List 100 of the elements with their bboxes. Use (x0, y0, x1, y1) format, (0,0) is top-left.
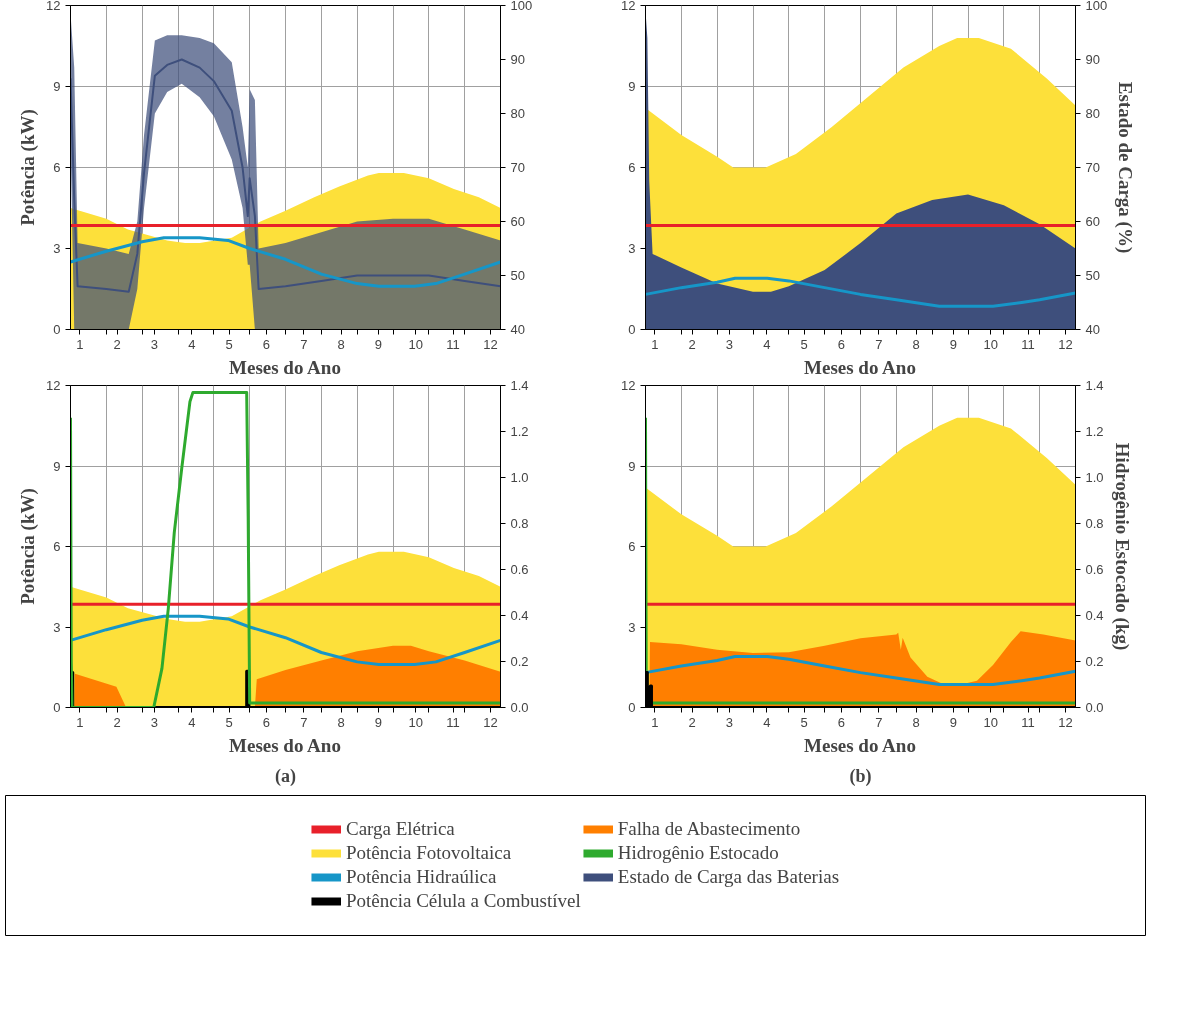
x-tick-label: 4 (188, 714, 196, 730)
y2-tick-label: 0.6 (510, 562, 529, 577)
y-tick-label: 6 (628, 160, 636, 175)
text: (a) (275, 765, 297, 787)
x-tick-label: 3 (725, 336, 734, 352)
x-tick-label: 2 (688, 336, 696, 352)
x-tick-label: 10 (408, 336, 424, 352)
x-tick-label: 2 (688, 714, 696, 730)
x-tick-label: 12 (483, 714, 498, 730)
y-tick-label: 12 (621, 378, 636, 393)
y2-tick-label: 0.2 (510, 654, 529, 669)
y2-tick-label: 60 (510, 214, 525, 229)
y-tick-label: 9 (628, 79, 636, 94)
x-tick-label: 10 (408, 714, 424, 730)
x-tick-label: 4 (763, 336, 771, 352)
legend-label: Estado de Carga das Baterias (617, 866, 840, 888)
x-tick-label: 2 (113, 336, 121, 352)
x-tick-label: 6 (837, 336, 846, 352)
y2-tick-label: 1.4 (1085, 378, 1104, 393)
y2-tick-label: 100 (510, 0, 533, 13)
y-tick-label: 3 (628, 619, 636, 635)
y2-tick-label: 1.2 (510, 424, 529, 439)
x-tick-label: 5 (225, 336, 233, 352)
x-tick-label: 8 (337, 336, 345, 352)
y2-tick-label: 50 (1085, 268, 1100, 283)
y-tick-label: 0 (53, 322, 61, 337)
x-tick-label: 3 (150, 336, 159, 352)
x-tick-label: 1 (651, 714, 659, 730)
x-tick-label: 9 (949, 336, 958, 352)
x-tick-label: 12 (1058, 714, 1073, 730)
y-tick-label: 12 (621, 0, 636, 13)
x-tick-label: 4 (763, 714, 771, 730)
x-tick-label: 6 (837, 714, 846, 730)
y-tick-label: 9 (53, 79, 61, 94)
x-axis-title: Meses do Ano (804, 356, 916, 378)
y2-tick-label: 0.8 (1085, 516, 1104, 531)
legend-label: Potência Fotovoltaica (345, 842, 512, 864)
y2-tick-label: 0.0 (1085, 700, 1104, 715)
y2-tick-label: 70 (510, 160, 525, 175)
y2-axis-title: Estado de Carga (%) (1114, 81, 1137, 254)
y-tick-label: 0 (53, 700, 61, 715)
y-axis-title: Potência (kW) (17, 488, 40, 605)
y2-tick-label: 80 (1085, 106, 1100, 121)
x-tick-label: 8 (912, 714, 920, 730)
x-tick-label: 10 (983, 336, 999, 352)
y2-tick-label: 0.0 (510, 700, 529, 715)
y2-axis-title: Hidrogênio Estocado (kg) (1110, 442, 1133, 651)
x-tick-label: 7 (875, 336, 883, 352)
x-tick-label: 7 (300, 336, 308, 352)
x-tick-label: 5 (800, 714, 808, 730)
x-tick-label: 11 (1021, 714, 1035, 730)
y2-tick-label: 1.0 (510, 470, 529, 485)
y2-tick-label: 0.4 (1085, 608, 1104, 623)
y2-tick-label: 90 (510, 52, 525, 67)
x-tick-label: 2 (113, 714, 121, 730)
y-tick-label: 6 (53, 160, 61, 175)
y2-tick-label: 1.4 (510, 378, 529, 393)
y-axis-title: Potência (kW) (17, 109, 40, 226)
y2-tick-label: 40 (510, 322, 525, 337)
y2-tick-label: 0.8 (510, 516, 529, 531)
x-tick-label: 11 (446, 336, 460, 352)
y2-tick-label: 1.2 (1085, 424, 1104, 439)
x-axis-title: Meses do Ano (229, 734, 341, 756)
x-axis-title: Meses do Ano (804, 734, 916, 756)
y-tick-label: 3 (53, 241, 61, 256)
y-tick-label: 12 (46, 378, 61, 393)
text: (b) (849, 765, 872, 787)
x-tick-label: 10 (983, 714, 999, 730)
x-tick-label: 1 (76, 714, 84, 730)
y-tick-label: 6 (628, 539, 636, 554)
y2-tick-label: 40 (1085, 322, 1100, 337)
y2-tick-label: 80 (510, 106, 525, 121)
x-tick-label: 11 (1021, 336, 1035, 352)
y2-tick-label: 100 (1085, 0, 1108, 13)
x-tick-label: 9 (949, 714, 958, 730)
x-tick-label: 5 (225, 714, 233, 730)
x-tick-label: 1 (651, 336, 659, 352)
y-tick-label: 9 (53, 458, 61, 474)
x-tick-label: 3 (725, 714, 734, 730)
y-tick-label: 9 (628, 458, 636, 474)
y-tick-label: 12 (46, 0, 61, 13)
x-tick-label: 7 (300, 714, 308, 730)
x-tick-label: 8 (337, 714, 345, 730)
x-axis-title: Meses do Ano (229, 356, 341, 378)
x-tick-label: 3 (150, 714, 159, 730)
y2-tick-label: 0.6 (1085, 562, 1104, 577)
x-tick-label: 11 (446, 714, 460, 730)
y-tick-label: 3 (53, 619, 61, 635)
legend-label: Potência Célula a Combustível (345, 890, 581, 912)
legend-label: Potência Hidraúlica (345, 866, 497, 888)
y2-tick-label: 50 (510, 268, 525, 283)
y2-tick-label: 0.4 (510, 608, 529, 623)
legend-label: Falha de Abastecimento (617, 818, 801, 840)
y-tick-label: 6 (53, 539, 61, 554)
y-tick-label: 0 (628, 322, 636, 337)
x-tick-label: 12 (483, 336, 498, 352)
y2-tick-label: 60 (1085, 214, 1100, 229)
x-tick-label: 1 (76, 336, 84, 352)
x-tick-label: 6 (262, 336, 271, 352)
legend-label: Hidrogênio Estocado (617, 842, 779, 864)
